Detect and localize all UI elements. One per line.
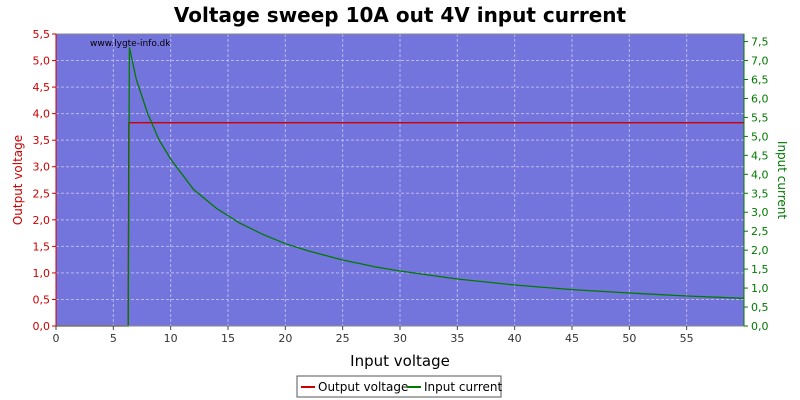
x-tick-label: 50 [622,332,636,345]
y-left-tick-label: 0,0 [33,320,51,333]
x-axis: 0 5 10 15 20 25 30 35 40 45 50 55 [53,326,694,345]
y-right-tick-label: 4,5 [751,149,769,162]
x-tick-label: 40 [508,332,522,345]
y-right-tick-label: 5,5 [751,111,769,124]
y-axis-left-label: Output voltage [11,135,25,225]
x-tick-label: 25 [336,332,350,345]
y-right-tick-label: 1,5 [751,263,769,276]
x-tick-label: 55 [680,332,694,345]
y-right-tick-label: 2,5 [751,225,769,238]
y-right-tick-label: 3,5 [751,187,769,200]
y-right-tick-label: 5,0 [751,130,769,143]
y-right-tick-label: 6,0 [751,92,769,105]
legend-box [296,375,502,398]
y-right-tick-label: 6,5 [751,74,769,87]
y-left-tick-label: 2,5 [33,187,51,200]
y-right-tick-label: 1,0 [751,282,769,295]
y-right-tick-label: 2,0 [751,244,769,257]
legend: Output voltage Input current [296,375,502,398]
y-axis-left: 0,0 0,5 1,0 1,5 2,0 2,5 3,0 3,5 4,0 4,5 5,0 5,5 [33,28,57,333]
chart-title: Voltage sweep 10A out 4V input current [174,3,627,27]
x-tick-label: 15 [221,332,235,345]
legend-label-input-current: Input current [424,380,502,394]
y-axis-right-label: Input current [775,141,789,219]
y-left-tick-label: 1,5 [33,240,51,253]
y-left-tick-label: 4,0 [33,108,51,121]
y-left-tick-label: 3,5 [33,134,51,147]
x-tick-label: 30 [393,332,407,345]
watermark: www.lygte-info.dk [90,39,171,49]
x-tick-label: 20 [278,332,292,345]
x-axis-label: Input voltage [350,352,450,370]
y-left-tick-label: 5,5 [33,28,51,41]
y-left-tick-label: 1,0 [33,267,51,280]
x-tick-label: 10 [164,332,178,345]
grid-lines [56,34,744,326]
x-tick-label: 5 [110,332,117,345]
y-left-tick-label: 3,0 [33,161,51,174]
x-tick-label: 0 [53,332,60,345]
y-left-tick-label: 0,5 [33,293,51,306]
y-left-tick-label: 4,5 [33,81,51,94]
y-left-tick-label: 5,0 [33,55,51,68]
x-tick-label: 35 [450,332,464,345]
y-right-tick-label: 0,0 [751,320,769,333]
y-left-tick-label: 2,0 [33,214,51,227]
y-right-tick-label: 3,0 [751,206,769,219]
y-axis-right: 0,0 0,5 1,0 1,5 2,0 2,5 3,0 3,5 4,0 4,5 5,0 5,5 6,0 6… [743,34,769,333]
x-tick-label: 45 [565,332,579,345]
y-right-tick-label: 0,5 [751,301,769,314]
legend-label-output-voltage: Output voltage [318,380,408,394]
y-right-tick-label: 7,0 [751,55,769,68]
y-right-tick-label: 4,0 [751,168,769,181]
y-right-tick-label: 7,5 [751,36,769,49]
series-line-input-current [56,47,745,327]
